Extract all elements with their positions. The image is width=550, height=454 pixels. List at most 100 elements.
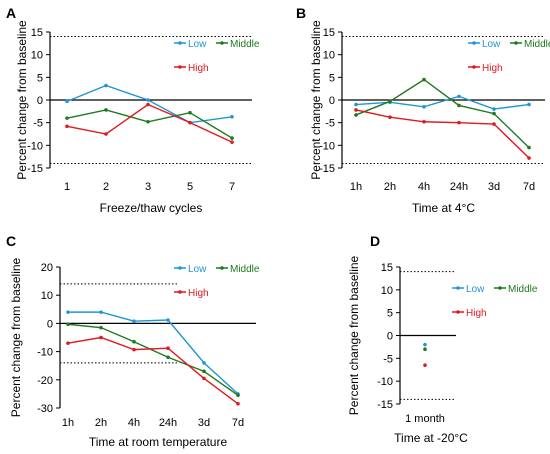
y-tick-label: 15	[31, 27, 43, 39]
data-point-middle	[388, 99, 392, 104]
legend-label-low: Low	[188, 39, 207, 50]
legend-label-low: Low	[188, 264, 207, 275]
y-tick-label: 10	[381, 285, 393, 297]
legend-marker-high	[456, 310, 460, 314]
y-tick-label: 10	[41, 290, 53, 302]
data-point-high	[66, 341, 70, 345]
data-point-high	[423, 363, 427, 367]
legend-label-high: High	[188, 288, 209, 299]
data-point-low	[65, 99, 69, 104]
data-point-low	[202, 361, 206, 365]
data-point-low	[66, 310, 70, 314]
series-line-low	[355, 95, 530, 110]
legend-label-low: Low	[482, 39, 501, 50]
series-line-high	[67, 336, 239, 405]
y-tick-label: 10	[323, 50, 335, 62]
legend-marker-middle	[498, 286, 502, 290]
y-tick-label: -15	[377, 399, 393, 411]
data-point-high	[236, 401, 240, 406]
data-point-middle	[65, 116, 69, 120]
data-point-low	[422, 105, 426, 109]
y-axis-title: Percent change from baseline	[9, 257, 23, 417]
x-tick-label: 2h	[384, 181, 396, 193]
data-point-low	[457, 94, 461, 99]
legend-label-low: Low	[466, 284, 485, 295]
legend-label-middle: Middle	[524, 39, 550, 50]
data-point-high	[104, 132, 108, 136]
data-point-middle	[423, 347, 427, 352]
legend-marker-middle	[220, 41, 224, 45]
legend-label-middle: Middle	[508, 284, 538, 295]
data-point-high	[354, 108, 358, 112]
y-tick-label: -10	[27, 140, 43, 152]
y-tick-label: 15	[323, 27, 335, 39]
x-tick-label: 4h	[128, 417, 140, 429]
data-point-middle	[188, 110, 192, 115]
x-axis-title: Time at -20°C	[394, 431, 468, 445]
y-tick-label: 5	[37, 72, 43, 84]
data-point-high	[202, 376, 206, 381]
x-tick-label: 24h	[450, 181, 468, 193]
data-point-low	[354, 102, 358, 107]
data-point-high	[422, 119, 426, 124]
series-line-middle	[355, 78, 530, 149]
y-tick-label: -5	[383, 353, 393, 365]
x-tick-label: 2	[103, 181, 109, 193]
y-axis-title: Percent change from baseline	[15, 20, 29, 180]
data-point-low	[99, 310, 103, 314]
legend-marker-high	[472, 65, 476, 69]
y-axis-title: Percent change from baseline	[347, 255, 361, 415]
x-tick-label: 3	[145, 181, 151, 193]
series-line-low	[68, 311, 239, 395]
legend: Low Middle High	[174, 39, 260, 74]
data-point-high	[230, 140, 234, 144]
x-axis-title: Time at room temperature	[89, 435, 228, 449]
x-tick-label: 24h	[159, 417, 177, 429]
legend-marker-low	[178, 266, 182, 270]
data-point-middle	[132, 339, 136, 344]
legend: Low Middle High	[174, 264, 260, 299]
x-tick-label: 7d	[523, 181, 535, 193]
series-line-middle	[66, 109, 233, 139]
data-point-low	[166, 318, 170, 322]
panel-c: C 20 10 0 -10 -20 -30 Percent change from basel…	[6, 233, 260, 449]
legend-label-high: High	[188, 63, 209, 74]
x-axis-title: Time at 4°C	[412, 201, 475, 215]
legend-marker-low	[456, 286, 460, 290]
legend-marker-middle	[514, 41, 518, 45]
y-tick-label: 0	[329, 95, 335, 107]
data-point-high	[99, 335, 103, 340]
data-point-high	[527, 156, 531, 160]
panel-letter: C	[6, 233, 16, 249]
panel-letter: B	[296, 5, 306, 21]
y-tick-label: 15	[381, 262, 393, 274]
y-tick-label: -10	[37, 347, 53, 359]
data-point-high	[166, 346, 170, 351]
y-tick-label: -5	[325, 118, 335, 130]
y-tick-label: 0	[47, 318, 53, 330]
legend: Low Middle High	[452, 284, 538, 319]
series-line-high	[355, 109, 530, 159]
y-tick-label: -15	[27, 163, 43, 175]
data-point-high	[132, 347, 136, 352]
data-point-middle	[202, 369, 206, 374]
x-tick-label: 3d	[488, 181, 500, 193]
y-tick-label: 0	[37, 95, 43, 107]
x-tick-label: 1 month	[405, 413, 445, 425]
data-point-middle	[457, 103, 461, 108]
x-tick-label: 7d	[232, 417, 244, 429]
x-tick-label: 1	[64, 181, 70, 193]
legend-marker-low	[178, 41, 182, 45]
legend-marker-low	[472, 41, 476, 45]
data-point-middle	[166, 355, 170, 360]
x-tick-label: 3d	[198, 417, 210, 429]
data-point-low	[423, 342, 427, 347]
data-point-middle	[527, 145, 531, 150]
data-point-middle	[422, 77, 426, 82]
data-point-middle	[146, 119, 150, 124]
x-tick-label: 2h	[95, 417, 107, 429]
data-point-middle	[236, 393, 240, 398]
legend-marker-high	[178, 290, 182, 294]
